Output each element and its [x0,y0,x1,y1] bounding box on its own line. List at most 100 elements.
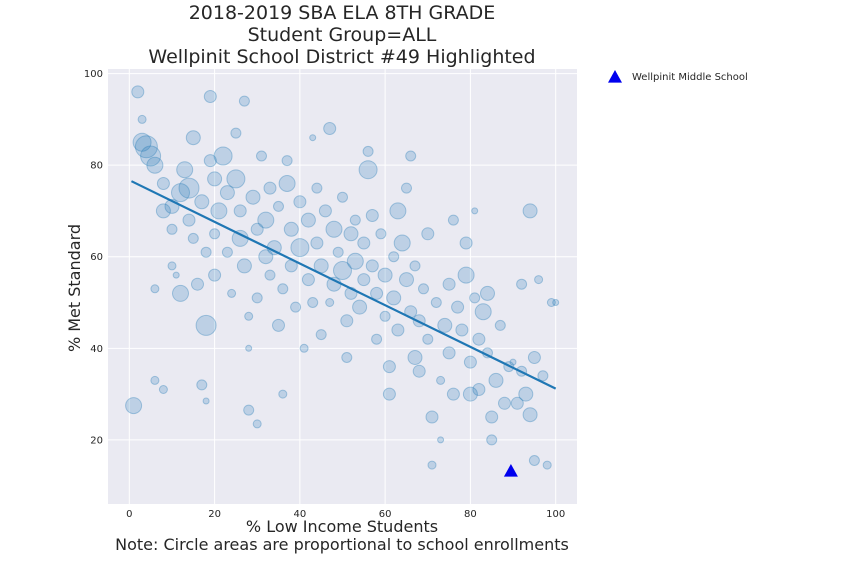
school-point [516,278,528,290]
school-point [132,132,152,152]
school-point [257,211,275,229]
school-point [446,387,460,401]
school-point [472,332,486,346]
school-point [352,299,368,315]
y-tick-labels: 20 40 60 80 100 [84,69,103,446]
school-point [459,236,473,250]
school-point [155,203,171,219]
school-point [256,150,267,162]
school-point [202,397,210,405]
school-point [278,389,288,399]
school-point [371,333,383,345]
school-point [236,258,252,274]
school-point [399,272,414,288]
grid-lines [108,69,577,504]
school-point [340,314,354,328]
school-point [185,130,201,146]
school-point [518,386,534,402]
school-point [455,323,469,337]
school-point [315,329,327,341]
highlight-marker [503,464,518,477]
school-point [210,202,228,220]
y-tick-label: 60 [90,252,103,263]
school-point [251,292,263,304]
school-point [534,275,544,285]
school-point [389,202,407,220]
school-point [471,207,479,215]
school-point [412,364,426,378]
school-point [293,195,307,209]
school-point [171,183,190,203]
school-point [156,177,170,190]
school-point [437,317,453,333]
school-point [209,228,221,240]
school-point [418,283,429,295]
school-point [405,150,417,162]
school-point [203,90,217,103]
school-point [422,333,434,345]
school-point [182,213,196,227]
school-point [430,297,442,308]
school-point [219,185,235,201]
school-point [146,156,164,174]
school-point [131,85,145,99]
school-point [187,232,199,244]
school-point [333,261,352,280]
school-point [527,351,541,364]
school-point [488,372,504,388]
x-tick-label: 40 [293,509,306,520]
school-point [277,283,289,295]
school-point [409,260,421,272]
school-point [283,221,299,237]
school-point [203,154,217,168]
school-point [137,114,147,124]
school-point [244,311,254,321]
x-tick-label: 20 [208,509,221,520]
school-point [167,261,177,271]
school-point [421,227,435,241]
school-point [252,419,262,429]
school-point [365,259,379,273]
school-point [337,191,348,203]
school-point [447,214,459,226]
school-point [474,303,492,321]
plot-area [108,69,577,504]
school-point [462,386,478,402]
school-point [134,135,158,159]
school-point [510,396,524,410]
x-tick-label: 0 [126,509,132,520]
title-line-1: 2018-2019 SBA ELA 8TH GRADE [189,2,496,24]
school-point [332,246,344,258]
data-points [125,85,560,470]
school-point [300,212,316,228]
school-point [349,214,361,226]
school-point [370,286,384,300]
school-point [391,323,405,337]
school-point [166,223,178,235]
school-point [200,246,212,258]
school-point [436,375,446,385]
legend: Wellpinit Middle School [608,70,748,83]
school-point [238,95,250,107]
school-point [498,396,511,410]
school-point [290,301,302,313]
y-axis-label: % Met Standard [65,224,84,352]
school-point [542,460,552,470]
school-point [528,455,540,466]
school-point [309,134,317,142]
school-point [537,370,549,382]
school-point [194,194,210,210]
school-point [264,269,276,281]
school-point [522,407,538,423]
school-point [379,310,391,322]
school-point [522,203,538,219]
school-point [407,350,423,365]
school-point [172,284,189,302]
school-point [546,298,556,307]
y-tick-label: 80 [90,161,103,172]
y-tick-label: 20 [90,435,103,446]
school-point [463,355,477,369]
y-tick-label: 100 [84,69,103,80]
school-point [221,246,233,258]
